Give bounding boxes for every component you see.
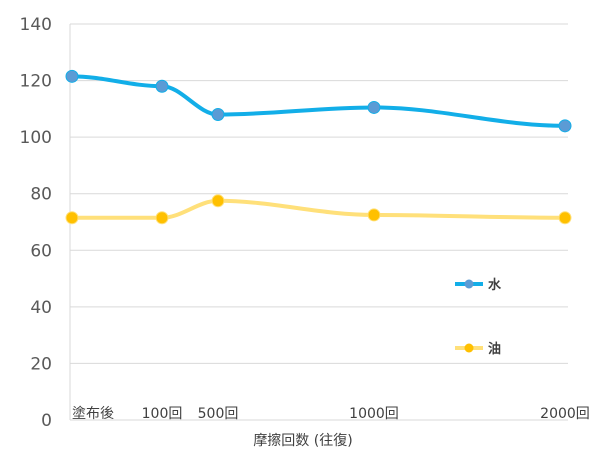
data-point	[367, 208, 381, 222]
data-point	[211, 194, 225, 208]
y-tick-label: 60	[30, 241, 52, 261]
legend-marker	[464, 279, 474, 289]
data-point	[155, 79, 169, 93]
x-tick-label: 1000回	[349, 406, 399, 422]
series-line-0	[70, 74, 567, 128]
y-tick-label: 140	[20, 15, 52, 35]
series-line-1	[70, 198, 567, 220]
gridlines	[70, 23, 568, 364]
legend-marker	[464, 343, 474, 353]
y-tick-label: 0	[41, 411, 52, 431]
x-tick-labels: 塗布後 100回 500回 1000回 2000回	[72, 405, 590, 422]
x-tick-label: 2000回	[540, 406, 590, 422]
x-axis-title: 摩擦回数 (往復)	[253, 432, 352, 449]
data-point	[155, 211, 169, 225]
legend-label: 油	[488, 341, 501, 357]
data-point	[558, 119, 572, 133]
data-point	[367, 100, 381, 114]
x-tick-label: 塗布後	[72, 405, 114, 422]
series-lines	[65, 69, 572, 225]
y-tick-label: 20	[30, 354, 52, 374]
x-tick-label: 100回	[142, 406, 183, 422]
y-tick-label: 40	[30, 298, 52, 318]
y-tick-label: 120	[20, 72, 52, 92]
y-tick-label: 80	[30, 185, 52, 205]
data-point	[558, 211, 572, 225]
legend-label: 水	[488, 277, 502, 293]
data-point	[211, 108, 225, 122]
y-tick-labels: 0 20 40 60 80 100 120 140	[20, 15, 52, 431]
legend: 水油	[455, 277, 502, 357]
y-tick-label: 100	[20, 128, 52, 148]
data-point	[65, 69, 79, 83]
x-tick-label: 500回	[198, 406, 239, 422]
data-point	[65, 211, 79, 225]
